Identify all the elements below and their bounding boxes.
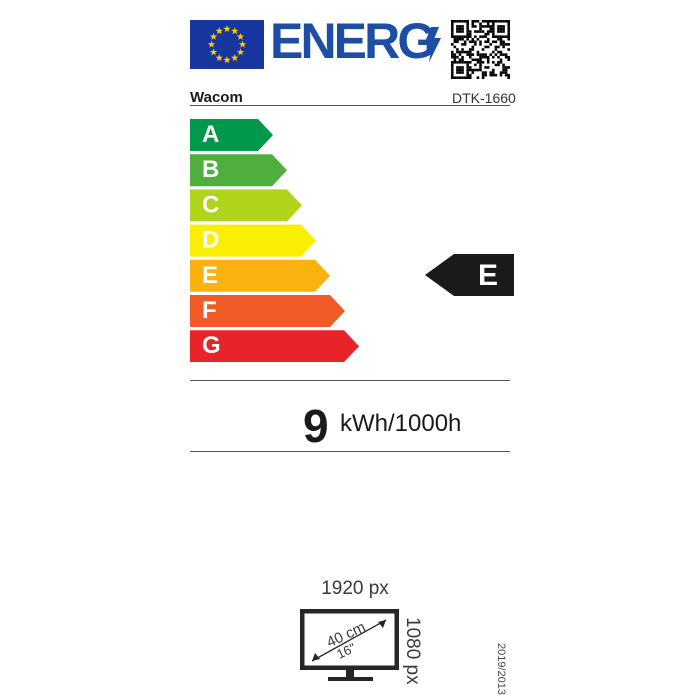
svg-text:B: B <box>202 156 219 183</box>
svg-text:G: G <box>202 332 221 359</box>
svg-text:E: E <box>478 259 498 292</box>
svg-text:E: E <box>202 262 218 289</box>
svg-text:C: C <box>202 191 219 218</box>
svg-text:A: A <box>202 121 219 148</box>
svg-text:D: D <box>202 227 219 254</box>
svg-text:F: F <box>202 297 217 324</box>
